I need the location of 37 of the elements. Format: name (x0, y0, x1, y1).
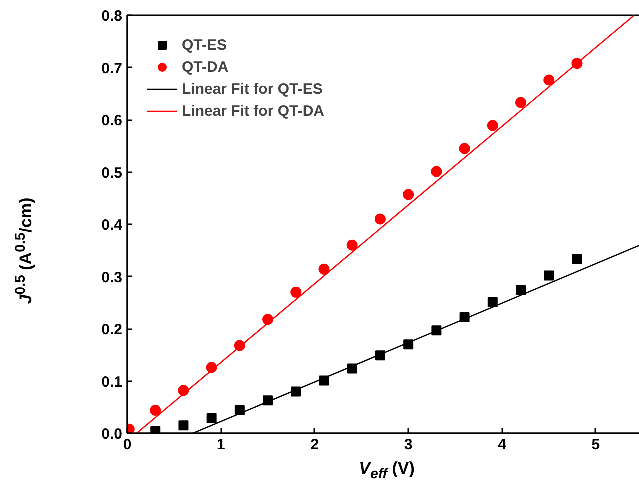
point (544, 270, 554, 281)
x-tick-label: 1 (217, 436, 226, 454)
point (488, 297, 498, 308)
x-tick-label: 5 (592, 436, 600, 454)
point (206, 413, 217, 424)
point (374, 214, 386, 225)
point (572, 254, 582, 265)
point (431, 166, 442, 178)
y-tick-label: 0.7 (102, 60, 123, 78)
point (516, 97, 527, 108)
point (487, 120, 498, 132)
point (403, 189, 414, 200)
y-tick-label: 0.5 (102, 164, 123, 182)
legend-label: QT-ES (182, 36, 228, 54)
point (459, 143, 470, 154)
y-tick-label: 0.8 (102, 8, 123, 25)
point (290, 286, 302, 298)
legend-label: Linear Fit for QT-DA (182, 102, 324, 120)
point (178, 420, 189, 431)
y-tick-label: 0.6 (102, 112, 123, 130)
y-tick-label: 0.1 (102, 374, 123, 391)
y-tick-label: 0.0 (102, 426, 123, 443)
point (516, 285, 526, 296)
x-tick-label: 4 (498, 436, 508, 454)
y-tick-label: 0.4 (102, 217, 124, 234)
point (150, 405, 162, 416)
y-tick-label: 0.2 (102, 322, 123, 338)
x-tick-label: 0 (123, 436, 132, 454)
x-tick-label: 3 (404, 436, 413, 454)
y-tick-label: 0.3 (102, 269, 123, 286)
x-axis-title: V$_{eff}$ (V) (359, 458, 415, 484)
point (346, 240, 358, 251)
legend-label: QT-DA (182, 58, 229, 76)
x-tick-label: 2 (310, 436, 320, 454)
legend-label: Linear Fit for QT-ES (182, 80, 323, 98)
point (544, 74, 555, 86)
point (318, 264, 330, 275)
